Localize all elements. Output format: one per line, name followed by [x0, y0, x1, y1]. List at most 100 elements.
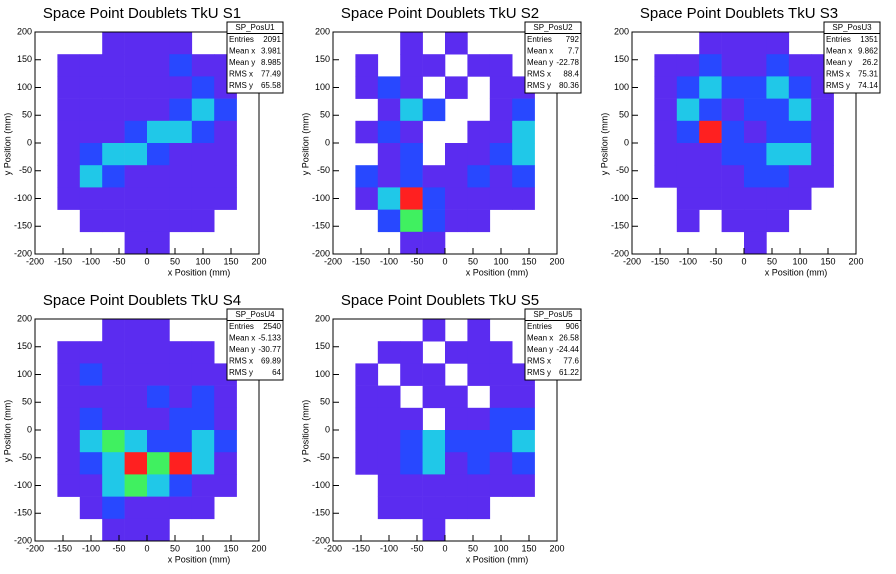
histogram-cell — [377, 474, 401, 497]
histogram-cell — [147, 496, 170, 520]
histogram-cell — [744, 76, 767, 99]
histogram-cell — [147, 363, 170, 386]
histogram-cell — [744, 165, 767, 188]
y-axis-title: y Position (mm) — [2, 113, 12, 176]
y-tick-label: -200 — [611, 248, 629, 258]
histogram-cell — [788, 143, 812, 166]
histogram-cell — [676, 98, 700, 122]
histogram-cell — [721, 209, 745, 233]
histogram-cell — [79, 452, 103, 475]
histogram-cell — [445, 76, 468, 99]
histogram-cell — [744, 187, 767, 210]
histogram-cell — [102, 54, 125, 77]
histogram-cell — [654, 165, 678, 188]
histogram-cell — [766, 209, 790, 233]
histogram-cell — [169, 209, 193, 233]
histogram-cell — [676, 165, 700, 188]
stats-label: Entries — [229, 322, 254, 331]
histogram-cell — [422, 187, 446, 210]
histogram-cell — [57, 165, 81, 188]
histogram-cell — [124, 518, 148, 542]
x-tick-label: -100 — [679, 256, 697, 266]
histogram-cell — [102, 385, 125, 409]
histogram-cell — [489, 98, 513, 122]
histogram-cell — [214, 98, 237, 122]
histogram-cell — [467, 54, 491, 77]
histogram-cell — [102, 143, 125, 166]
histogram-cell — [377, 120, 401, 144]
histogram-cell — [489, 187, 513, 210]
histogram-cell — [102, 452, 125, 475]
stats-label: RMS x — [527, 70, 551, 79]
stats-value: 7.7 — [568, 47, 580, 56]
histogram-cell — [445, 143, 468, 166]
plot-title: Space Point Doublets TkU S4 — [43, 292, 241, 309]
histogram-cell — [400, 496, 423, 520]
x-tick-label: 150 — [521, 543, 536, 553]
histogram-cell — [766, 98, 790, 122]
histogram-cell — [355, 452, 379, 475]
histogram-cell — [355, 54, 379, 77]
histogram-cell — [676, 187, 700, 210]
histogram-cell — [147, 518, 170, 542]
histogram-cell — [147, 76, 170, 99]
histogram-cell — [512, 143, 535, 166]
histogram-cell — [489, 165, 513, 188]
histogram-cell — [512, 452, 535, 475]
y-tick-label: -100 — [611, 193, 629, 203]
histogram-cell — [79, 385, 103, 409]
histogram-cell — [788, 187, 812, 210]
histogram-cell — [699, 32, 722, 55]
histogram-cell — [445, 165, 468, 188]
histogram-cell — [191, 496, 215, 520]
stats-label: Mean x — [229, 334, 255, 343]
histogram-cell — [721, 120, 745, 144]
histogram-cell — [400, 76, 423, 99]
histogram-cell — [79, 430, 103, 453]
histogram-cell — [147, 98, 170, 122]
histogram-cell — [124, 385, 148, 409]
histogram-cell — [102, 319, 125, 342]
histogram-cell — [57, 407, 81, 431]
histogram-cell — [377, 76, 401, 99]
histogram-cell — [102, 120, 125, 144]
histogram-cell — [124, 474, 148, 497]
stats-label: Mean y — [229, 58, 255, 67]
histogram-cell — [169, 120, 193, 144]
histogram-cell — [147, 187, 170, 210]
histogram-cell — [400, 209, 423, 233]
stats-value: 26.2 — [862, 58, 878, 67]
stats-value: 1351 — [860, 35, 878, 44]
histogram-cell — [422, 165, 446, 188]
x-tick-label: 0 — [144, 256, 149, 266]
histogram-cell — [102, 430, 125, 453]
histogram-cell — [400, 231, 423, 255]
histogram-cell — [788, 120, 812, 144]
y-tick-label: -200 — [14, 535, 32, 545]
stats-value: 792 — [566, 35, 580, 44]
histogram-cell — [147, 120, 170, 144]
y-tick-label: 100 — [614, 82, 629, 92]
y-tick-label: 150 — [315, 341, 330, 351]
histogram-cell — [699, 187, 722, 210]
stats-name: SP_PosU1 — [235, 23, 275, 32]
y-axis-title: y Position (mm) — [300, 113, 310, 176]
y-tick-label: -200 — [14, 248, 32, 258]
histogram-cell — [811, 120, 834, 144]
histogram-cell — [445, 474, 468, 497]
x-tick-label: -200 — [26, 256, 44, 266]
stats-label: RMS x — [527, 357, 551, 366]
histogram-cell — [467, 187, 491, 210]
plot-title: Space Point Doublets TkU S1 — [43, 5, 241, 22]
histogram-cell — [744, 231, 767, 255]
histogram-cell — [147, 32, 170, 55]
histogram-cell — [124, 54, 148, 77]
x-axis-title: x Position (mm) — [466, 554, 529, 564]
stats-label: RMS y — [527, 81, 551, 90]
histogram-cell — [400, 363, 423, 386]
histogram-cell — [169, 143, 193, 166]
histogram-cell — [124, 32, 148, 55]
histogram-cell — [489, 452, 513, 475]
histogram-cell — [400, 98, 423, 122]
stats-label: Mean y — [826, 58, 852, 67]
